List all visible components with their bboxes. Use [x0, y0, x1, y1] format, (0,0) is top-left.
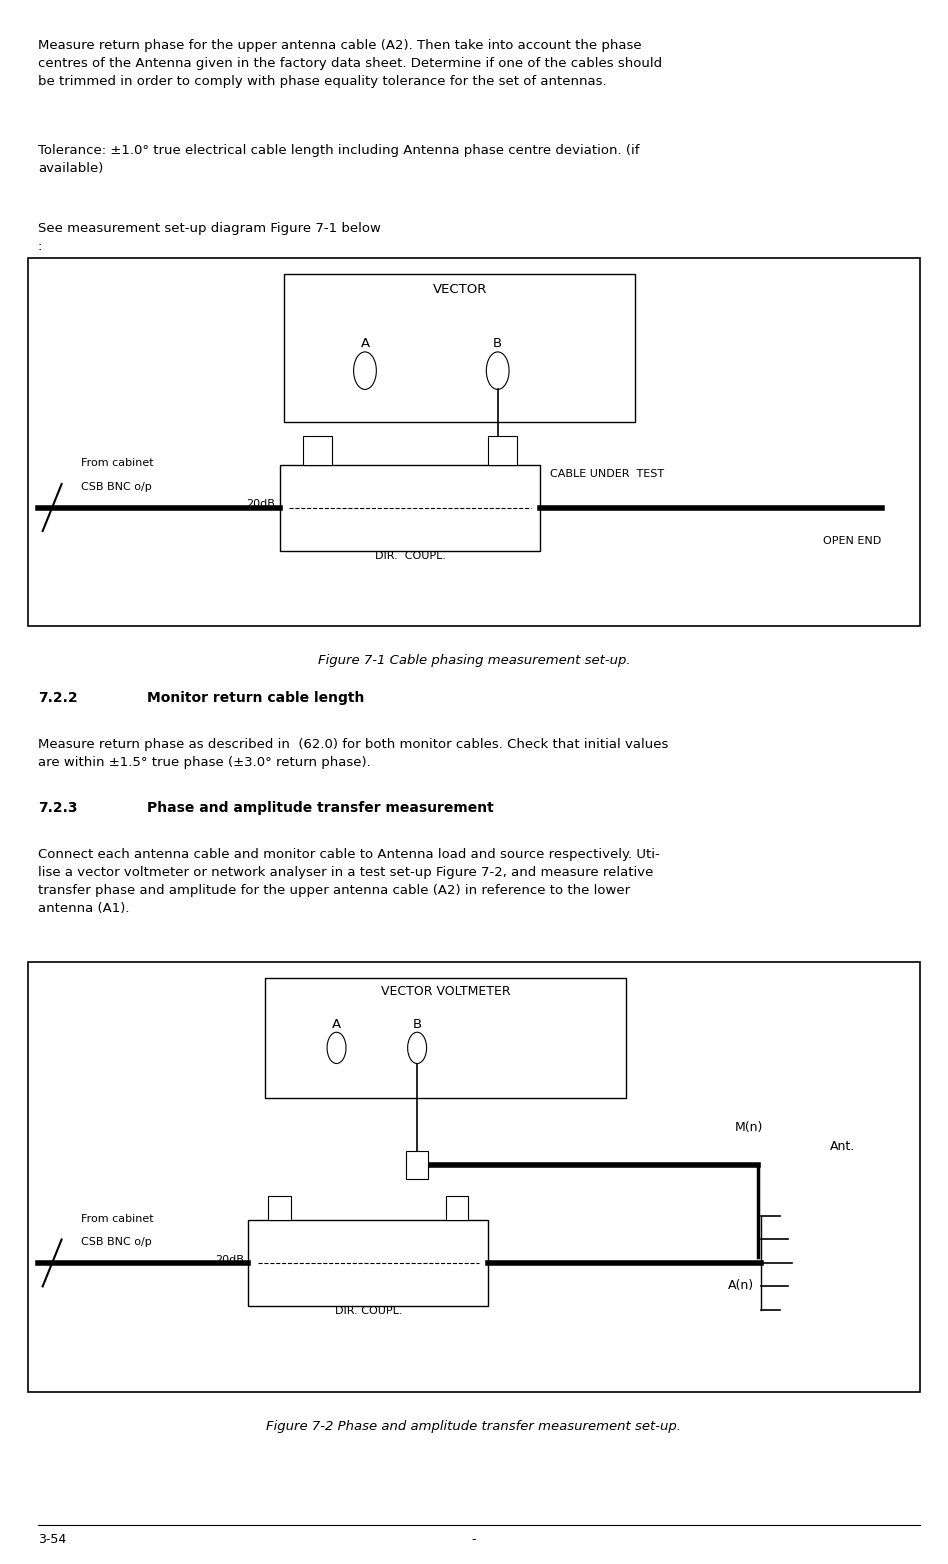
Text: CSB BNC o/p: CSB BNC o/p — [81, 1237, 152, 1248]
Text: From cabinet: From cabinet — [81, 1214, 154, 1223]
FancyBboxPatch shape — [28, 962, 920, 1392]
Text: A: A — [360, 338, 370, 350]
Text: Tolerance: ±1.0° true electrical cable length including Antenna phase centre dev: Tolerance: ±1.0° true electrical cable l… — [38, 144, 639, 175]
Text: DIR.  COUPL.: DIR. COUPL. — [374, 551, 446, 560]
FancyBboxPatch shape — [284, 274, 635, 422]
Circle shape — [486, 352, 509, 389]
Text: B: B — [493, 338, 502, 350]
Text: VECTOR VOLTMETER: VECTOR VOLTMETER — [381, 985, 510, 998]
Text: A(n): A(n) — [727, 1279, 754, 1292]
Text: From cabinet: From cabinet — [81, 458, 154, 468]
Text: Ant.: Ant. — [830, 1140, 855, 1153]
FancyBboxPatch shape — [280, 465, 540, 551]
Text: Monitor return cable length: Monitor return cable length — [147, 691, 364, 705]
Text: 3-54: 3-54 — [38, 1533, 66, 1545]
Bar — [406, 1151, 428, 1179]
FancyBboxPatch shape — [265, 978, 626, 1098]
Bar — [303, 436, 332, 465]
Text: Phase and amplitude transfer measurement: Phase and amplitude transfer measurement — [147, 801, 494, 815]
Text: CABLE UNDER  TEST: CABLE UNDER TEST — [550, 469, 664, 479]
Text: Figure 7-2 Phase and amplitude transfer measurement set-up.: Figure 7-2 Phase and amplitude transfer … — [266, 1420, 682, 1433]
Text: CSB BNC o/p: CSB BNC o/p — [81, 482, 152, 491]
Text: A: A — [332, 1018, 341, 1031]
Text: Measure return phase as described in  (62.0) for both monitor cables. Check that: Measure return phase as described in (62… — [38, 738, 668, 769]
Bar — [488, 436, 517, 465]
Circle shape — [354, 352, 376, 389]
FancyBboxPatch shape — [28, 258, 920, 626]
Text: 7.2.3: 7.2.3 — [38, 801, 78, 815]
Bar — [268, 1196, 291, 1220]
Text: M(n): M(n) — [735, 1121, 763, 1134]
Text: 7.2.2: 7.2.2 — [38, 691, 78, 705]
Text: Figure 7-1 Cable phasing measurement set-up.: Figure 7-1 Cable phasing measurement set… — [318, 654, 630, 666]
Text: See measurement set-up diagram Figure 7-1 below
:: See measurement set-up diagram Figure 7-… — [38, 222, 381, 253]
Text: OPEN END: OPEN END — [824, 535, 882, 546]
Text: 20dB: 20dB — [215, 1254, 244, 1265]
Text: VECTOR: VECTOR — [432, 283, 487, 296]
Circle shape — [327, 1032, 346, 1064]
Text: B: B — [412, 1018, 422, 1031]
Text: 20dB: 20dB — [246, 499, 275, 510]
Circle shape — [408, 1032, 427, 1064]
Bar — [446, 1196, 468, 1220]
Text: Measure return phase for the upper antenna cable (A2). Then take into account th: Measure return phase for the upper anten… — [38, 39, 662, 88]
Text: DIR. COUPL.: DIR. COUPL. — [335, 1306, 402, 1315]
FancyBboxPatch shape — [248, 1220, 488, 1306]
Text: Connect each antenna cable and monitor cable to Antenna load and source respecti: Connect each antenna cable and monitor c… — [38, 848, 660, 915]
Text: -: - — [472, 1533, 476, 1545]
